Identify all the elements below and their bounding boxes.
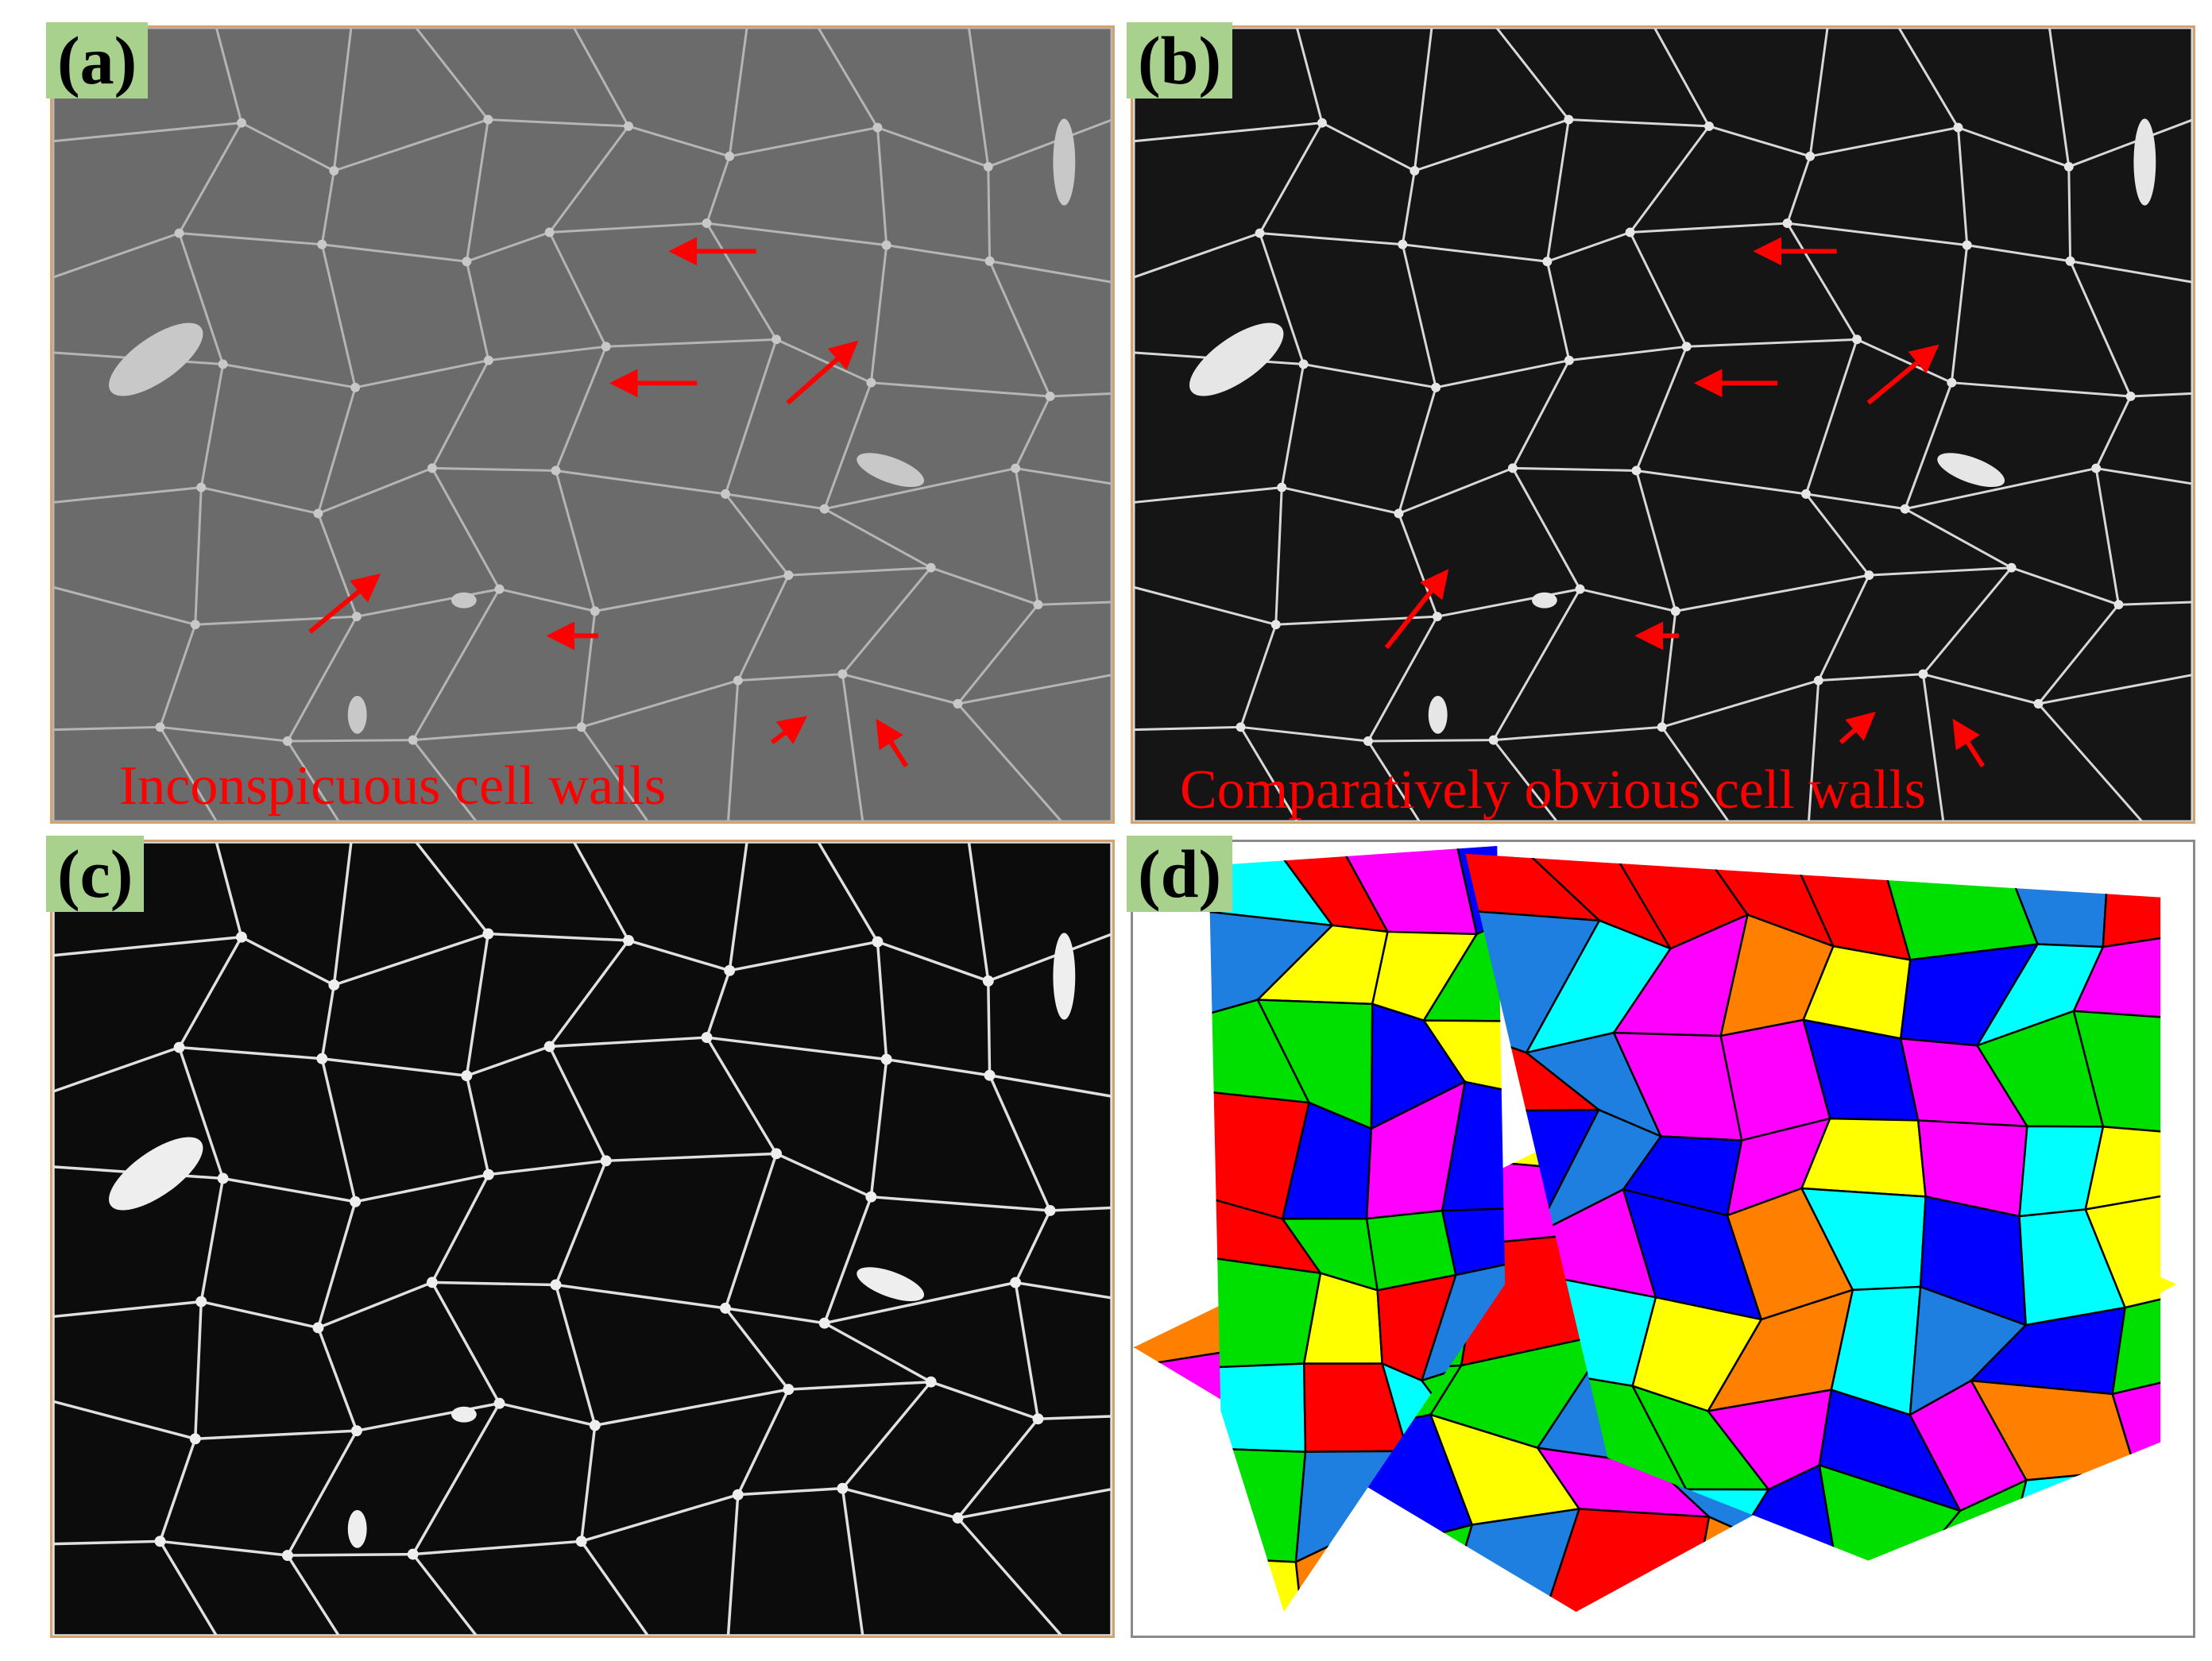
panel-label-c: (c): [46, 836, 145, 912]
cell-walls-b: [1133, 28, 2193, 821]
panel-b-enhanced-slice: [1131, 25, 2195, 824]
wall-junctions-b: [1189, 114, 2156, 746]
panel-label-b: (b): [1127, 22, 1233, 99]
panel-label-d: (d): [1127, 836, 1233, 912]
cell-walls-c: [52, 842, 1112, 1636]
wall-junctions-c: [109, 928, 1076, 1561]
cell-image-c: [52, 842, 1112, 1636]
panel-label-a: (a): [46, 22, 149, 99]
cell-image-b: [1133, 28, 2193, 821]
red-arrows-a: [308, 237, 909, 768]
segmentation-3d-view: [1134, 842, 2192, 1636]
caption-obvious-walls: Comparatively obvious cell walls: [1180, 759, 1926, 821]
panel-c-filtered-slice: [50, 840, 1115, 1638]
wall-junctions-a: [109, 114, 1076, 746]
panel-d-3d-segmentation: [1131, 840, 2195, 1638]
cell-walls-a: [52, 28, 1112, 821]
panel-a-raw-slice: [50, 25, 1115, 824]
caption-inconspicuous-walls: Inconspicuous cell walls: [119, 755, 667, 817]
cell-image-a: [52, 28, 1112, 821]
red-arrows-b: [1384, 237, 1986, 768]
